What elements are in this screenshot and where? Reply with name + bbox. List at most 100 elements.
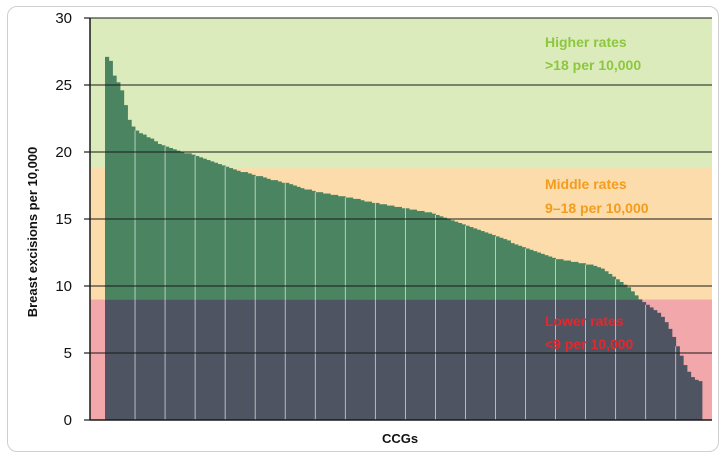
bar — [544, 255, 549, 420]
bar — [420, 210, 425, 420]
bar-upper-segment — [495, 236, 500, 300]
bar-lower-segment — [521, 299, 526, 420]
bar-lower-segment — [608, 299, 613, 420]
bar-upper-segment — [153, 141, 158, 300]
bar-upper-segment — [600, 268, 605, 300]
bar-lower-segment — [210, 299, 215, 420]
bar-lower-segment — [589, 299, 594, 420]
bar-upper-segment — [292, 185, 297, 300]
bar-lower-segment — [480, 299, 485, 420]
bar-upper-segment — [232, 169, 237, 300]
bar — [165, 146, 170, 420]
bar-lower-segment — [503, 299, 508, 420]
bar-upper-segment — [288, 184, 294, 300]
bar — [596, 267, 602, 420]
y-tick-label: 10 — [55, 278, 72, 295]
bar — [288, 184, 294, 420]
bar-lower-segment — [217, 299, 222, 420]
bar-upper-segment — [457, 223, 463, 300]
bar — [296, 186, 301, 420]
bar-lower-segment — [683, 365, 688, 420]
bar-upper-segment — [484, 232, 489, 300]
bar — [491, 235, 496, 420]
bar-lower-segment — [499, 299, 504, 420]
y-tick-label: 0 — [64, 412, 72, 429]
bar — [300, 188, 305, 420]
bar-upper-segment — [529, 249, 534, 300]
bar-upper-segment — [412, 209, 418, 300]
bar-upper-segment — [559, 259, 564, 300]
bar-upper-segment — [210, 161, 215, 300]
bar-lower-segment — [533, 299, 538, 420]
bar-lower-segment — [270, 299, 275, 420]
bar-lower-segment — [401, 299, 406, 420]
bar — [198, 157, 204, 420]
bar-lower-segment — [450, 299, 455, 420]
bar — [285, 182, 290, 420]
bar — [641, 302, 647, 420]
bar — [656, 312, 662, 420]
bar-lower-segment — [611, 299, 617, 420]
bar — [183, 153, 189, 420]
bar — [461, 224, 466, 420]
band-label-middle-range: 9–18 per 10,000 — [545, 200, 649, 216]
bar-upper-segment — [461, 224, 466, 300]
bar — [690, 377, 695, 420]
bar — [653, 310, 658, 420]
bar-lower-segment — [630, 299, 635, 420]
band-higher — [90, 18, 712, 169]
bar-upper-segment — [570, 261, 575, 300]
bar — [146, 137, 151, 420]
bar-lower-segment — [112, 299, 117, 420]
bar-upper-segment — [420, 210, 425, 300]
bar — [469, 227, 474, 420]
bar-lower-segment — [330, 299, 335, 420]
bar — [273, 180, 279, 420]
bar-lower-segment — [334, 299, 339, 420]
bar-lower-segment — [146, 299, 151, 420]
bar-lower-segment — [461, 299, 466, 420]
bar — [604, 271, 609, 420]
bar-upper-segment — [499, 237, 504, 300]
bar-lower-segment — [487, 299, 493, 420]
bar — [345, 197, 350, 420]
bar — [634, 295, 639, 420]
bar — [258, 176, 264, 420]
bar-lower-segment — [638, 299, 643, 420]
bar-lower-segment — [225, 299, 230, 420]
bar — [228, 168, 234, 420]
bar-upper-segment — [319, 192, 324, 300]
bar-lower-segment — [506, 299, 511, 420]
bar-upper-segment — [634, 295, 639, 300]
bar — [510, 243, 515, 420]
bar-lower-segment — [671, 336, 677, 420]
bar-upper-segment — [360, 200, 365, 300]
bar-upper-segment — [304, 189, 309, 300]
bar — [424, 212, 429, 420]
bar-lower-segment — [698, 381, 703, 420]
x-axis-label: CCGs — [382, 431, 418, 446]
bar — [153, 141, 158, 420]
bar — [221, 165, 226, 420]
bar-lower-segment — [187, 299, 192, 420]
bar-lower-segment — [593, 299, 598, 420]
bar — [649, 307, 654, 420]
bar-lower-segment — [420, 299, 425, 420]
bar — [683, 365, 688, 420]
bar-lower-segment — [457, 299, 463, 420]
bar-upper-segment — [251, 174, 256, 300]
bar-lower-segment — [495, 299, 500, 420]
bar-upper-segment — [446, 219, 451, 300]
bar — [281, 182, 286, 420]
bar-lower-segment — [198, 299, 204, 420]
bar-upper-segment — [341, 196, 346, 300]
bar-lower-segment — [656, 312, 662, 420]
bar-lower-segment — [161, 299, 166, 420]
bar-lower-segment — [465, 299, 470, 420]
bar-lower-segment — [367, 299, 372, 420]
bar — [176, 150, 181, 420]
bar — [266, 178, 271, 420]
bar-upper-segment — [138, 133, 143, 300]
bar-upper-segment — [142, 134, 147, 300]
bar — [247, 173, 252, 420]
